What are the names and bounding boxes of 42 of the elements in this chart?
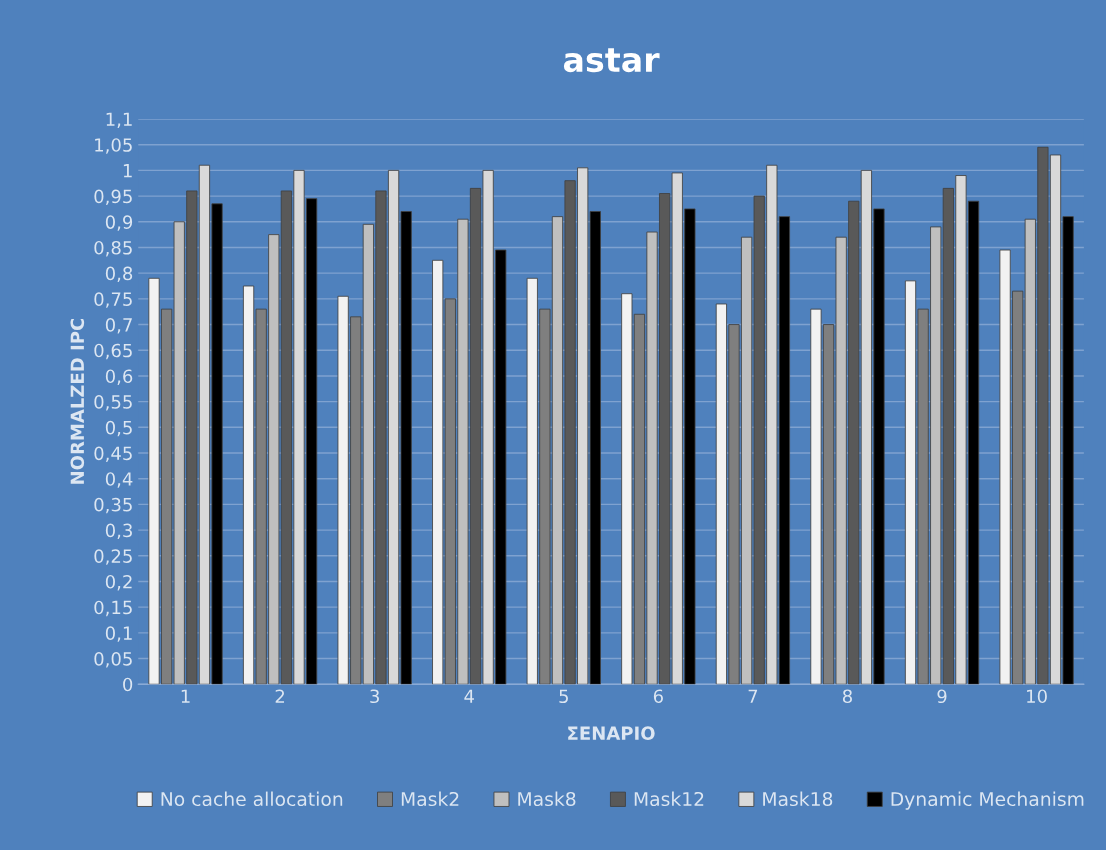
y-tick-label: 0,9 [105,215,133,231]
x-tick-label: 8 [842,689,852,704]
x-tick-label: 6 [653,689,663,704]
x-tick-label: 4 [464,689,474,703]
y-tick-label: 0,65 [94,343,132,360]
legend-label: Mask2 [401,791,459,807]
x-axis-title: ΣΕΝΑΡΙΟ [568,726,655,741]
legend-label: No cache allocation [161,791,343,807]
legend-label: Mask18 [763,791,833,807]
x-tick-label: 9 [937,689,947,704]
y-tick-label: 0,75 [94,292,132,308]
x-tick-label: 5 [559,689,568,704]
y-tick-label: 0,3 [105,523,132,540]
y-tick-label: 0,5 [105,420,132,437]
y-tick-label: 0,45 [94,446,132,462]
y-tick-label: 0,35 [94,497,132,514]
y-tick-label: 0,6 [105,369,133,385]
x-tick-label: 10 [1027,689,1047,704]
y-tick-label: 0,95 [94,189,132,206]
y-tick-label: 0 [123,677,133,692]
y-tick-label: 0,05 [94,652,132,668]
legend-label: Mask12 [634,791,704,807]
y-tick-label: 0,15 [94,600,132,617]
y-tick-label: 0,25 [94,549,132,565]
y-tick-label: 0,85 [94,240,132,257]
y-tick-label: 1 [123,164,132,178]
y-tick-label: 0,8 [105,266,133,283]
x-tick-label: 2 [275,689,285,703]
y-tick-label: 0,1 [105,626,132,642]
legend-label: Mask8 [518,791,576,807]
chart-title: astar [563,48,660,73]
legend-label: Dynamic Mechanism [891,791,1084,810]
y-tick-label: 0,7 [105,318,132,334]
x-tick-label: 3 [370,689,379,704]
x-tick-label: 1 [181,689,190,703]
y-tick-label: 0,4 [105,472,133,488]
y-tick-label: 1,1 [106,112,132,128]
y-tick-label: 0,2 [105,574,132,591]
y-axis-title: NORMALZED IPC [70,318,85,484]
y-tick-label: 0,55 [94,395,132,411]
y-tick-label: 1,05 [95,138,132,154]
x-tick-label: 7 [748,689,758,703]
